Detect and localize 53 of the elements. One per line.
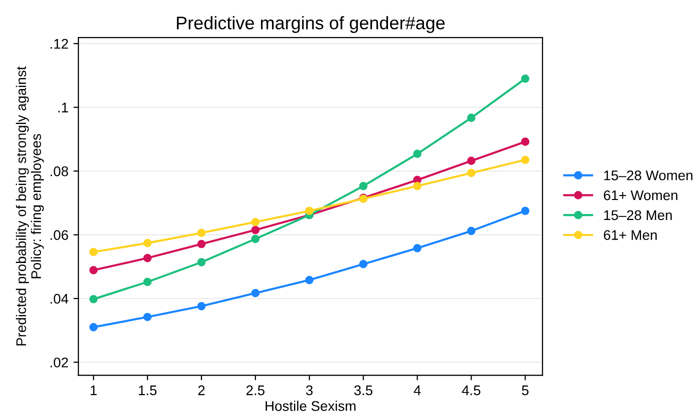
point bbox=[143, 312, 152, 322]
point bbox=[251, 218, 260, 226]
legend-label: 61+ Men bbox=[604, 230, 657, 240]
point bbox=[413, 244, 422, 252]
point bbox=[89, 266, 98, 274]
point bbox=[89, 248, 98, 256]
x-tick-label: 1.5 bbox=[138, 386, 157, 396]
point bbox=[197, 258, 206, 266]
point bbox=[521, 74, 530, 83]
legend-label: 15–28 Women bbox=[604, 170, 692, 180]
point bbox=[467, 168, 476, 178]
x-tick-label: 1 bbox=[90, 386, 97, 396]
point bbox=[521, 138, 530, 146]
x-tick-label: 2.5 bbox=[246, 385, 264, 396]
point bbox=[251, 234, 260, 244]
point bbox=[305, 206, 314, 216]
point bbox=[359, 182, 368, 190]
y-tick-label: .04 bbox=[50, 294, 68, 304]
point bbox=[413, 150, 422, 158]
point bbox=[89, 294, 98, 304]
point bbox=[143, 278, 152, 286]
y-tick-label: .02 bbox=[50, 358, 68, 368]
point bbox=[197, 302, 206, 310]
legend-label: 61+ Women bbox=[604, 190, 678, 200]
y-tick-label: .12 bbox=[50, 38, 68, 49]
point bbox=[89, 323, 98, 332]
point bbox=[305, 276, 314, 284]
x-axis-title: Hostile Sexism bbox=[266, 400, 356, 411]
point bbox=[197, 240, 206, 248]
y-axis-title: Predicted probability of being strongly against Policy: firing employees bbox=[16, 66, 44, 346]
x-tick-label: 2 bbox=[198, 385, 205, 396]
point bbox=[143, 238, 152, 248]
x-tick-label: 5 bbox=[522, 386, 529, 396]
point bbox=[521, 206, 530, 216]
point bbox=[359, 260, 368, 268]
point bbox=[143, 254, 152, 262]
x-tick-label: 3.5 bbox=[354, 385, 372, 396]
x-tick-label: 4 bbox=[414, 386, 421, 396]
point bbox=[251, 288, 260, 298]
x-tick-label: 3 bbox=[306, 385, 313, 396]
y-tick-label: .1 bbox=[58, 102, 68, 112]
point bbox=[467, 156, 476, 166]
x-tick-label: 4.5 bbox=[462, 386, 480, 396]
point bbox=[251, 226, 260, 234]
y-tick-label: .06 bbox=[50, 230, 68, 240]
point bbox=[467, 114, 476, 122]
point bbox=[467, 226, 476, 236]
point bbox=[413, 182, 422, 190]
y-tick-label: .08 bbox=[50, 166, 68, 176]
point bbox=[197, 228, 206, 238]
chart-title: Predictive margins of gender#age bbox=[176, 16, 445, 33]
point bbox=[521, 156, 530, 164]
legend-label: 15–28 Men bbox=[604, 210, 672, 220]
